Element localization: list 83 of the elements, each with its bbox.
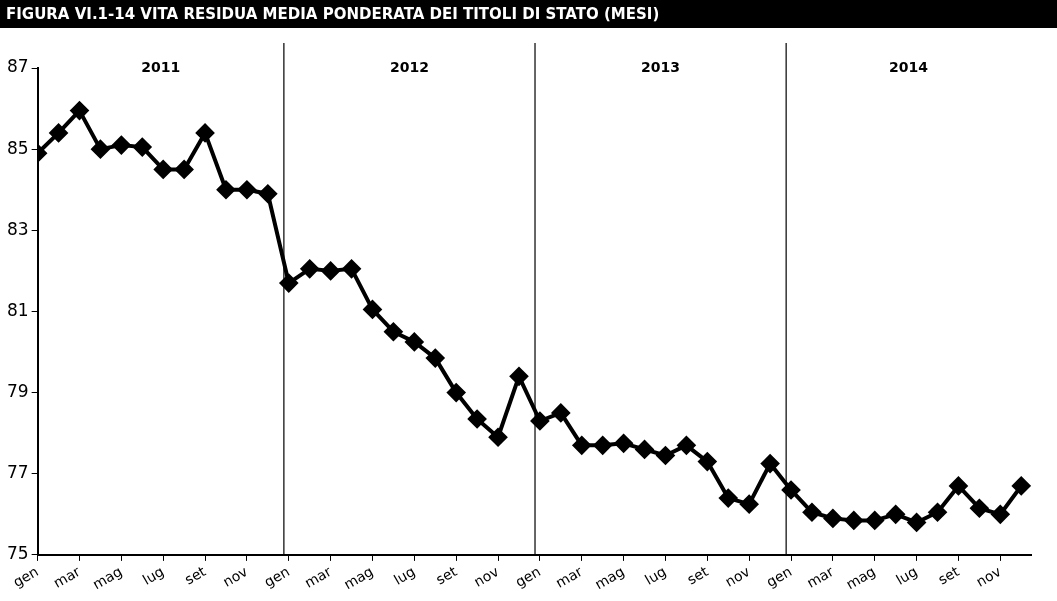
point [154,160,173,179]
x-tick-label: gen [512,563,544,591]
point [928,503,947,522]
point [216,180,235,199]
point [1012,476,1031,495]
x-tick-label: gen [10,563,41,591]
x-tick-label: set [684,562,712,588]
point [761,454,780,473]
x-tick-label: set [181,562,209,588]
x-tick-label: nov [471,563,502,590]
x-tick-label: set [432,562,460,588]
point [509,367,528,386]
point [949,476,968,495]
chart-title: FIGURA VI.1-14 VITA RESIDUA MEDIA PONDERATA DEI TITOLI DI STATO (MESI) [0,0,1057,28]
x-tick-label: lug [390,563,418,588]
y-tick-label: 77 [6,462,29,483]
annotation: 2013 [641,58,681,75]
x-tick-label: gen [763,563,795,591]
x-tick-label: mar [301,562,335,591]
x-tick-label: nov [219,563,251,590]
x-tick-label: mar [50,562,84,591]
x-tick-label: mag [592,563,627,593]
point [719,489,738,508]
point [405,332,424,351]
y-tick-label: 85 [6,137,29,158]
x-tick-label: nov [722,563,753,590]
point [133,138,152,157]
point [70,101,89,120]
x-tick-label: mag [89,563,125,593]
x-tick-label: lug [642,563,669,588]
point [321,261,340,280]
y-tick-label: 75 [6,543,29,564]
point [196,123,215,142]
point [300,259,319,278]
x-tick-label: lug [139,563,167,588]
point [635,440,654,459]
point [489,428,508,447]
y-tick-label: 87 [6,56,29,77]
point [865,511,884,530]
point [237,180,256,199]
point [530,412,549,430]
point [782,480,801,499]
x-tick-label: set [935,562,963,588]
point [593,436,612,455]
point [823,509,842,528]
point [907,513,926,532]
point [677,436,696,455]
y-tick-label: 83 [6,218,29,239]
x-tick-label: mar [552,562,586,591]
point [991,505,1010,524]
y-tick-label: 79 [6,381,29,402]
point [886,505,905,524]
point [258,184,277,203]
point [91,140,110,159]
point [447,383,466,402]
point [802,503,821,522]
x-tick-label: nov [973,563,1004,590]
point [698,452,717,471]
point [551,403,570,422]
point [572,436,591,455]
x-tick-label: gen [261,563,293,591]
x-tick-label: lug [893,563,920,588]
y-tick-label: 81 [6,299,29,320]
point [49,123,68,142]
x-tick-label: mag [340,563,376,593]
point [844,511,863,530]
point [384,322,403,341]
point [363,300,382,319]
point [112,136,131,155]
annotation: 2011 [141,58,181,75]
point [614,434,633,453]
point [175,160,194,179]
x-tick-label: mag [843,563,879,593]
point [342,259,361,278]
point [656,446,675,465]
point [740,495,759,514]
point [279,274,298,293]
point [426,349,445,368]
point [970,499,989,518]
annotation: 2012 [389,58,429,75]
point [468,409,487,428]
x-tick-label: mar [804,562,837,591]
annotation: 2014 [889,58,929,75]
